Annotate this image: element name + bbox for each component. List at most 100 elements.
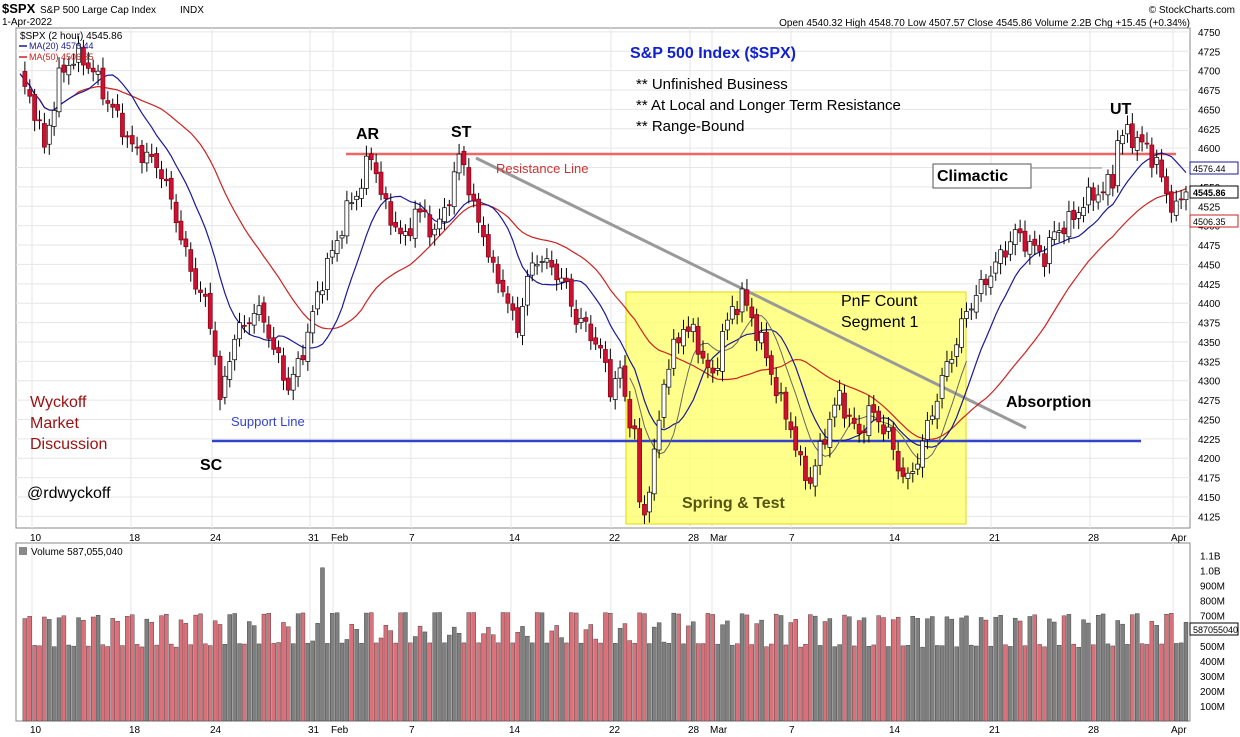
volume-bar [427,642,433,722]
volume-bar [1110,645,1116,722]
date-tick-label: Apr [1171,533,1187,544]
candle-body [529,262,535,276]
date-axis-top: 10 18 24 31 Feb 7 14 22 28 Mar 7 14 21 28 Apr [30,533,1187,544]
volume-bar [222,644,228,722]
volume-bar [105,646,111,722]
candle-body [954,344,960,357]
volume-bar [871,644,876,722]
volume-bar [1144,644,1150,722]
candle-body [783,391,789,420]
candle-body [300,355,306,361]
candle-body [515,307,520,333]
date-tick-label: 14 [509,533,521,544]
candle-body [851,417,857,424]
volume-bar [1086,622,1091,722]
candle-body [271,337,277,350]
volume-bar [149,622,154,722]
volume-bar [578,642,584,722]
candle-body [598,344,603,349]
candle-body [881,424,886,435]
volume-bar [408,642,413,722]
volume-bar [930,616,935,722]
candle-body [603,349,608,363]
last-value-text: 4506.35 [1193,217,1226,227]
candle-body [37,119,42,122]
date-tick-label-bottom: 14 [509,725,521,736]
candle-body [1061,227,1067,235]
candle-body [847,414,852,417]
candle-body [651,448,657,495]
volume-bar [71,645,76,722]
candle-body [983,278,989,286]
volume-bar [749,644,754,722]
volume-bar [178,619,184,722]
volume-bar [349,624,354,722]
candle-body [310,311,316,334]
candle-body [168,177,174,200]
volume-bar [832,646,837,722]
candle-body [373,162,379,175]
volume-bar [359,642,364,722]
annotation-bullet-3: ** Range-Bound [636,118,744,135]
date-tick-label-bottom: 7 [409,725,415,736]
volume-bar [891,619,896,722]
candle-body [285,377,291,391]
volume-bar [1120,623,1125,722]
price-tick-label: 4625 [1198,125,1221,136]
volume-bar [115,621,120,722]
candle-body [276,347,281,354]
volume-bar [720,624,725,722]
candle-body [539,261,545,263]
volume-bar [1174,643,1179,722]
candle-body [695,326,701,355]
candle-body [1125,124,1130,135]
volume-bar [588,624,594,722]
volume-bar [81,620,86,722]
candle-body [973,295,979,313]
candle-body [944,361,950,377]
candle-body [817,441,823,466]
candle-body [1159,159,1164,178]
candle-body [939,375,945,399]
price-legend: $SPX (2 hour) 4545.86 MA(20) 4576.44 MA(… [19,31,123,62]
candle-body [812,465,818,487]
volume-tick-label: 200M [1200,687,1225,698]
volume-bar [291,643,296,722]
volume-bar [100,644,106,722]
volume-bar [1100,613,1106,722]
candle-body [1178,198,1184,201]
volume-bar [154,644,159,722]
candle-body [759,332,764,344]
volume-bar [788,622,794,722]
volume-bar [642,613,647,722]
candle-body [403,231,408,236]
volume-bar [286,626,291,722]
candle-body [134,146,140,149]
volume-bar [525,635,530,722]
candle-body [988,275,994,288]
volume-bar [37,645,42,722]
candle-body [1037,245,1042,252]
candle-body [1008,241,1013,255]
candle-body [198,289,203,293]
volume-bar [842,614,847,722]
candle-body [934,400,940,420]
candle-body [251,313,257,326]
candle-body [690,323,696,333]
last-value-tag [1189,185,1239,199]
volume-bar [622,623,628,722]
candle-body [393,222,399,228]
candle-body [407,228,413,237]
volume-bar [169,643,174,722]
candle-body [339,235,345,239]
last-value-tag [1189,622,1239,636]
volume-bar [310,640,315,722]
volume-bar [764,646,769,722]
date-axis-bottom: 10 18 24 31 Feb 7 14 22 28 Mar 7 14 21 28 Apr [30,725,1187,736]
candle-body [51,110,57,127]
candle-body [607,359,613,398]
candle-body [81,46,86,66]
volume-bar [988,646,994,722]
candle-body [359,187,364,199]
volume-bar [949,618,955,722]
